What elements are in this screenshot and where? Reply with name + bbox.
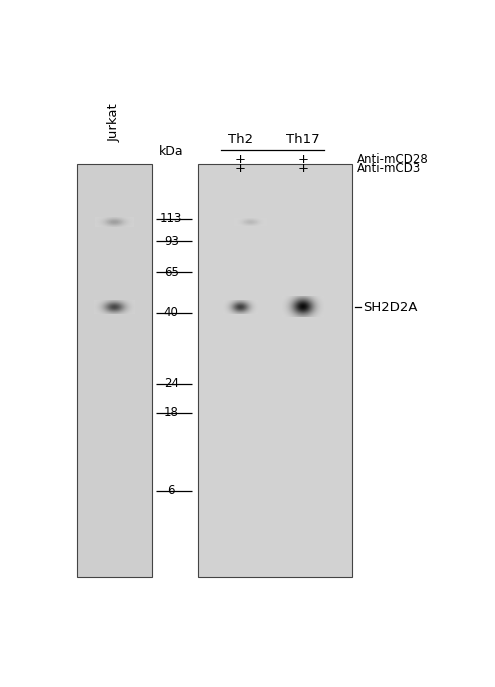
Text: +: + xyxy=(235,161,246,174)
Text: +: + xyxy=(297,153,309,166)
Text: +: + xyxy=(235,153,246,166)
Text: Anti-mCD3: Anti-mCD3 xyxy=(356,161,421,174)
Text: kDa: kDa xyxy=(159,145,184,158)
Bar xyxy=(198,164,351,577)
Text: 24: 24 xyxy=(164,377,179,390)
Text: 6: 6 xyxy=(167,484,175,497)
Text: 40: 40 xyxy=(164,306,179,319)
Text: Anti-mCD28: Anti-mCD28 xyxy=(356,153,428,166)
Text: Jurkat: Jurkat xyxy=(108,104,121,142)
Bar xyxy=(77,164,152,577)
Text: 113: 113 xyxy=(160,212,182,225)
Text: 18: 18 xyxy=(164,406,179,419)
Text: 65: 65 xyxy=(164,266,179,279)
Text: +: + xyxy=(297,161,309,174)
Text: Th17: Th17 xyxy=(287,133,320,146)
Text: 93: 93 xyxy=(164,235,179,247)
Text: Th2: Th2 xyxy=(228,133,253,146)
Text: SH2D2A: SH2D2A xyxy=(363,301,417,314)
